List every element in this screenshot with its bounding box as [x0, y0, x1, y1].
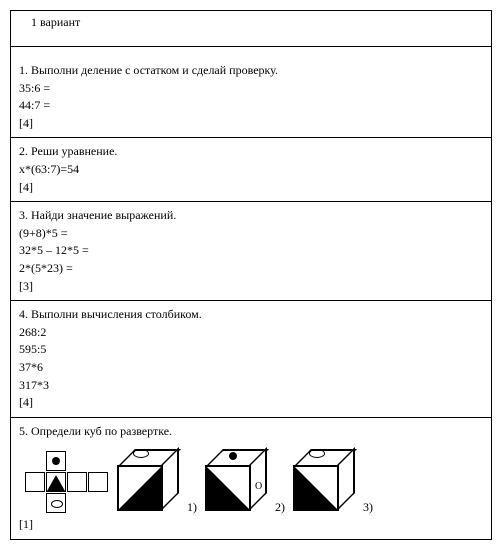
task-4-line-1: 268:2 — [19, 325, 483, 341]
task-1: 1. Выполни деление с остатком и сделай п… — [11, 47, 491, 138]
task-5-title: 5. Определи куб по развертке. — [19, 424, 483, 440]
task-3-title: 3. Найди значение выражений. — [19, 208, 483, 224]
triangle-icon — [207, 467, 249, 509]
cube-1-label: 1) — [187, 500, 197, 515]
cube-net — [25, 451, 109, 515]
task-4-line-2: 595:5 — [19, 342, 483, 358]
task-1-title: 1. Выполни деление с остатком и сделай п… — [19, 63, 483, 79]
task-2: 2. Реши уравнение. х*(63:7)=54 [4] — [11, 138, 491, 202]
task-4-points: [4] — [19, 395, 483, 411]
task-4-title: 4. Выполни вычисления столбиком. — [19, 307, 483, 323]
task-2-title: 2. Реши уравнение. — [19, 144, 483, 160]
cube-2-label: 2) — [275, 500, 285, 515]
triangle-icon — [295, 467, 337, 509]
task-1-points: [4] — [19, 116, 483, 132]
cube-option-1: 1) — [115, 445, 197, 515]
header-row: 1 вариант — [11, 11, 491, 47]
task-5-points: [1] — [19, 517, 483, 533]
task-1-line-2: 44:7 = — [19, 98, 483, 114]
task-3-line-2: 32*5 – 12*5 = — [19, 243, 483, 259]
worksheet-table: 1 вариант 1. Выполни деление с остатком … — [10, 10, 492, 540]
cube-3-label: 3) — [363, 500, 373, 515]
task-4-line-3: 37*6 — [19, 360, 483, 376]
oval-icon: O — [255, 481, 262, 492]
task-2-points: [4] — [19, 180, 483, 196]
triangle-icon — [119, 467, 161, 509]
task-3-points: [3] — [19, 279, 483, 295]
task-4-line-4: 317*3 — [19, 378, 483, 394]
dot-icon — [52, 457, 60, 465]
task-3-line-1: (9+8)*5 = — [19, 226, 483, 242]
task-2-line-1: х*(63:7)=54 — [19, 162, 483, 178]
cube-option-3: 3) — [291, 445, 373, 515]
task-3: 3. Найди значение выражений. (9+8)*5 = 3… — [11, 202, 491, 301]
task-3-line-3: 2*(5*23) = — [19, 261, 483, 277]
task-1-line-1: 35:6 = — [19, 81, 483, 97]
variant-title: 1 вариант — [31, 15, 80, 29]
task-5: 5. Определи куб по развертке. 1) O 2) 3)… — [11, 418, 491, 539]
cube-option-2: O 2) — [203, 445, 285, 515]
triangle-icon — [47, 475, 65, 491]
cubes-row: 1) O 2) 3) — [25, 445, 483, 515]
task-4: 4. Выполни вычисления столбиком. 268:2 5… — [11, 301, 491, 418]
oval-icon — [51, 500, 63, 508]
